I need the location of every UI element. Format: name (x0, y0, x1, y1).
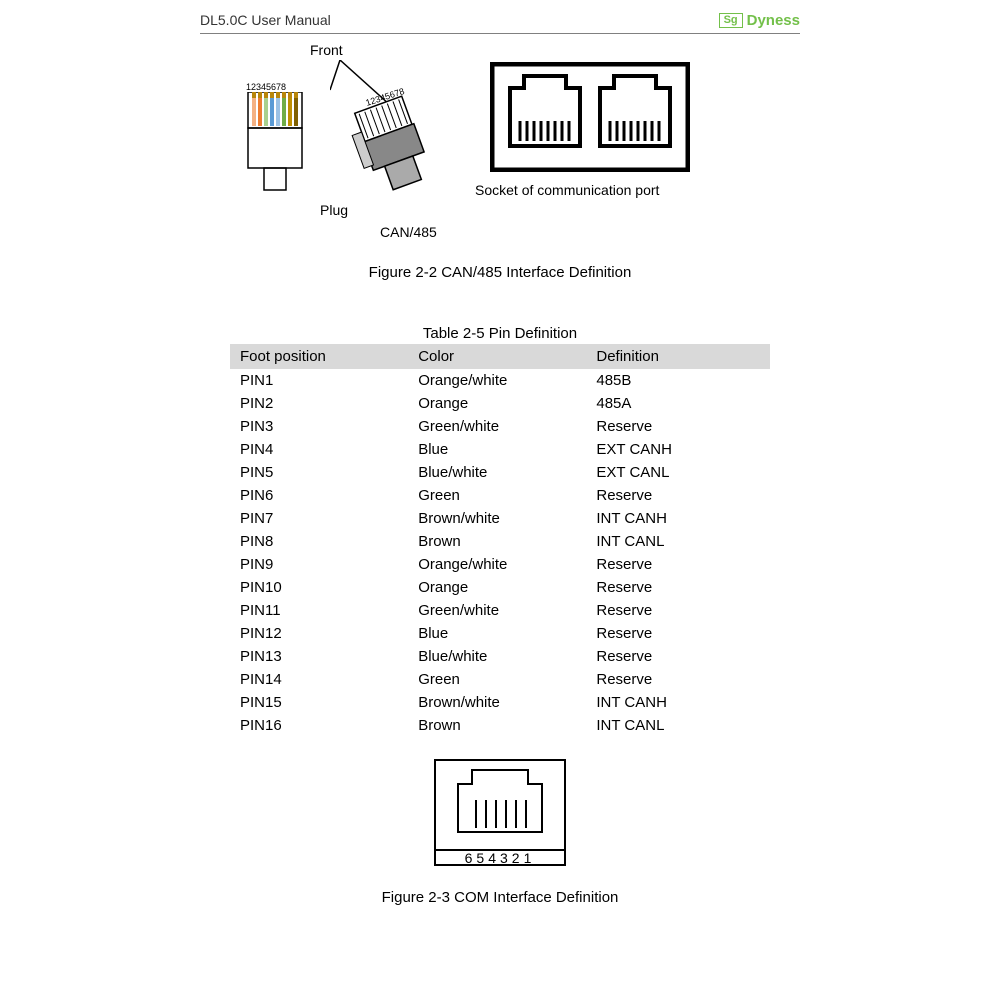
table-cell: EXT CANL (586, 461, 770, 484)
table-row: PIN6GreenReserve (230, 484, 770, 507)
table-row: PIN11Green/whiteReserve (230, 599, 770, 622)
table-cell: Brown/white (408, 691, 586, 714)
brand-icon: Sg (719, 13, 743, 28)
table-cell: Brown/white (408, 507, 586, 530)
label-can485: CAN/485 (380, 224, 437, 240)
table-cell: Reserve (586, 645, 770, 668)
pin-definition-table: Foot position Color Definition PIN1Orang… (230, 344, 770, 737)
label-socket: Socket of communication port (475, 182, 659, 198)
figure-2-3: 654321 (200, 755, 800, 875)
table-cell: Brown (408, 530, 586, 553)
table-row: PIN5Blue/whiteEXT CANL (230, 461, 770, 484)
table-row: PIN15Brown/whiteINT CANH (230, 691, 770, 714)
table-cell: PIN8 (230, 530, 408, 553)
table-cell: Reserve (586, 415, 770, 438)
table-cell: PIN2 (230, 392, 408, 415)
table-cell: EXT CANH (586, 438, 770, 461)
table-cell: PIN15 (230, 691, 408, 714)
table-cell: Green (408, 668, 586, 691)
table-cell: INT CANH (586, 507, 770, 530)
table-row: PIN13Blue/whiteReserve (230, 645, 770, 668)
manual-title: DL5.0C User Manual (200, 12, 331, 28)
table-cell: Reserve (586, 668, 770, 691)
label-pins-left: 12345678 (246, 82, 286, 92)
table-row: PIN7Brown/whiteINT CANH (230, 507, 770, 530)
table-cell: 485B (586, 369, 770, 392)
table-cell: PIN7 (230, 507, 408, 530)
table-cell: PIN13 (230, 645, 408, 668)
table-row: PIN3Green/whiteReserve (230, 415, 770, 438)
table-row: PIN8BrownINT CANL (230, 530, 770, 553)
table-header-row: Foot position Color Definition (230, 344, 770, 369)
table-row: PIN16BrownINT CANL (230, 714, 770, 737)
table-2-5-caption: Table 2-5 Pin Definition (200, 325, 800, 342)
table-cell: PIN11 (230, 599, 408, 622)
table-cell: Green (408, 484, 586, 507)
table-cell: PIN3 (230, 415, 408, 438)
table-cell: PIN5 (230, 461, 408, 484)
table-cell: PIN14 (230, 668, 408, 691)
table-cell: Orange/white (408, 553, 586, 576)
table-cell: INT CANH (586, 691, 770, 714)
table-cell: PIN6 (230, 484, 408, 507)
table-cell: Reserve (586, 576, 770, 599)
figure-2-3-caption: Figure 2-3 COM Interface Definition (200, 889, 800, 906)
table-row: PIN2Orange485A (230, 392, 770, 415)
label-plug: Plug (320, 202, 348, 218)
table-cell: Orange/white (408, 369, 586, 392)
table-cell: Reserve (586, 553, 770, 576)
com-pin-numbers: 654321 (465, 850, 536, 866)
table-row: PIN12BlueReserve (230, 622, 770, 645)
rj45-plug-front-icon (240, 92, 310, 202)
table-cell: INT CANL (586, 714, 770, 737)
figure-2-2: Front 12345678 12345678 (200, 42, 800, 262)
table-cell: PIN4 (230, 438, 408, 461)
table-row: PIN4BlueEXT CANH (230, 438, 770, 461)
page-header: DL5.0C User Manual Sg Dyness (200, 10, 800, 34)
brand-logo: Sg Dyness (719, 10, 800, 29)
table-cell: Reserve (586, 622, 770, 645)
table-cell: PIN12 (230, 622, 408, 645)
table-cell: Green/white (408, 599, 586, 622)
com-socket-icon: 654321 (430, 755, 570, 875)
table-cell: PIN1 (230, 369, 408, 392)
figure-2-2-caption: Figure 2-2 CAN/485 Interface Definition (200, 264, 800, 281)
table-row: PIN1Orange/white485B (230, 369, 770, 392)
dual-socket-icon (490, 62, 690, 172)
table-cell: Orange (408, 392, 586, 415)
table-cell: PIN10 (230, 576, 408, 599)
table-cell: PIN9 (230, 553, 408, 576)
rj45-plug-angled-icon (340, 90, 460, 210)
table-cell: Blue (408, 438, 586, 461)
col-color: Color (408, 344, 586, 369)
table-row: PIN14GreenReserve (230, 668, 770, 691)
table-cell: Blue/white (408, 645, 586, 668)
brand-text: Dyness (747, 12, 800, 29)
table-row: PIN9Orange/whiteReserve (230, 553, 770, 576)
col-foot-position: Foot position (230, 344, 408, 369)
table-cell: INT CANL (586, 530, 770, 553)
table-cell: Orange (408, 576, 586, 599)
table-cell: Reserve (586, 484, 770, 507)
col-definition: Definition (586, 344, 770, 369)
table-cell: Blue/white (408, 461, 586, 484)
table-cell: Blue (408, 622, 586, 645)
table-row: PIN10OrangeReserve (230, 576, 770, 599)
table-cell: PIN16 (230, 714, 408, 737)
table-cell: 485A (586, 392, 770, 415)
label-front: Front (310, 42, 343, 58)
table-cell: Brown (408, 714, 586, 737)
table-cell: Reserve (586, 599, 770, 622)
table-cell: Green/white (408, 415, 586, 438)
